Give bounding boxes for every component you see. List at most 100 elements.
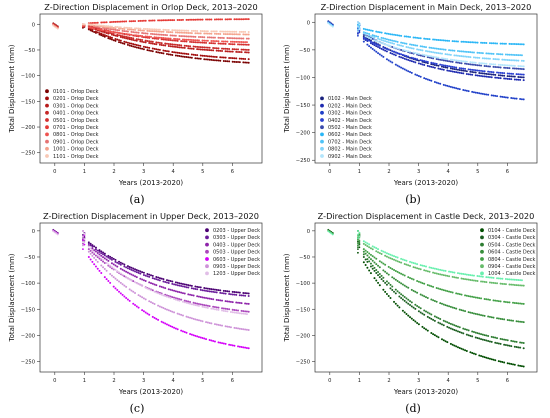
data-point xyxy=(371,264,374,267)
data-point xyxy=(396,52,399,55)
data-point xyxy=(96,260,99,263)
data-point xyxy=(213,18,216,21)
data-point xyxy=(226,50,229,53)
data-point xyxy=(423,77,426,80)
data-point xyxy=(221,47,224,50)
data-point xyxy=(178,34,181,37)
data-point xyxy=(503,72,506,75)
data-point xyxy=(513,67,516,70)
data-point xyxy=(98,253,101,256)
data-point xyxy=(439,39,442,42)
data-point xyxy=(181,285,184,288)
legend-marker xyxy=(45,103,49,108)
plot-frame xyxy=(39,13,263,164)
data-point xyxy=(465,50,468,53)
data-point xyxy=(162,294,165,297)
data-point xyxy=(180,29,183,32)
data-point xyxy=(382,42,385,45)
data-point xyxy=(414,57,417,60)
data-point xyxy=(446,69,449,72)
data-point xyxy=(382,37,385,40)
legend-marker xyxy=(205,257,209,261)
data-point xyxy=(109,36,112,39)
legend-label: 0401 - Orlop Deck xyxy=(53,111,99,117)
data-point xyxy=(226,60,229,63)
data-point xyxy=(451,306,454,309)
data-point xyxy=(437,321,440,324)
data-point xyxy=(480,275,483,278)
data-point xyxy=(183,331,186,334)
data-point xyxy=(119,292,122,295)
data-point xyxy=(235,311,238,314)
data-point xyxy=(369,37,372,40)
data-point xyxy=(448,53,451,56)
data-point xyxy=(407,70,410,73)
data-point xyxy=(100,254,103,257)
data-point xyxy=(212,305,215,308)
series-1 xyxy=(52,22,250,61)
data-point xyxy=(453,324,456,327)
data-point xyxy=(462,69,465,72)
data-point xyxy=(231,30,234,33)
data-point xyxy=(233,30,236,33)
data-point xyxy=(100,250,103,253)
data-point xyxy=(425,296,427,299)
data-point xyxy=(125,35,128,38)
data-point xyxy=(134,291,137,294)
data-point xyxy=(226,300,229,303)
data-point xyxy=(492,276,495,279)
data-point xyxy=(176,29,179,32)
data-point xyxy=(148,35,151,38)
data-point xyxy=(203,58,206,61)
chart-panel-b: Z-Direction Displacement in Main Deck, 2… xyxy=(275,0,550,197)
data-point xyxy=(478,62,481,65)
data-point xyxy=(425,46,427,49)
data-point xyxy=(474,279,477,282)
data-point xyxy=(148,300,151,303)
data-point xyxy=(196,318,199,321)
data-point xyxy=(400,293,403,296)
data-point xyxy=(501,74,504,77)
data-point xyxy=(132,43,135,46)
data-point xyxy=(387,48,390,51)
data-point xyxy=(224,60,227,63)
data-point xyxy=(474,69,477,72)
data-point xyxy=(469,56,472,59)
data-point xyxy=(403,35,406,38)
data-point xyxy=(503,96,506,99)
data-point xyxy=(499,42,502,45)
data-point xyxy=(238,33,241,36)
data-point xyxy=(451,275,454,278)
data-point xyxy=(210,42,213,45)
data-point xyxy=(520,65,523,68)
data-point xyxy=(128,33,131,36)
data-point xyxy=(197,18,200,21)
legend-marker xyxy=(45,110,49,115)
data-point xyxy=(412,57,415,60)
data-point xyxy=(164,280,167,283)
data-point xyxy=(174,281,177,284)
data-point xyxy=(197,302,200,305)
data-point xyxy=(155,317,158,320)
data-point xyxy=(187,31,190,34)
data-point xyxy=(512,363,515,366)
data-point xyxy=(229,50,232,53)
data-point xyxy=(135,34,138,37)
data-point xyxy=(490,52,493,55)
data-point xyxy=(455,68,458,71)
series-8 xyxy=(52,23,250,36)
data-point xyxy=(242,346,245,349)
data-point xyxy=(423,313,426,316)
data-point xyxy=(160,38,163,41)
data-point xyxy=(196,39,199,42)
data-point xyxy=(125,285,128,288)
data-point xyxy=(464,60,467,63)
data-point xyxy=(462,309,465,312)
data-point xyxy=(497,66,500,69)
data-point xyxy=(369,29,372,32)
data-point xyxy=(522,98,525,101)
data-point xyxy=(421,294,424,297)
data-point xyxy=(478,51,481,54)
